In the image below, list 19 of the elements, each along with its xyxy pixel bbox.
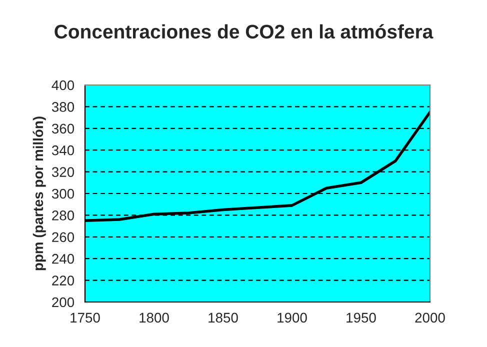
- y-tick-label: 380: [52, 102, 74, 112]
- x-tick-label: 1900: [278, 312, 307, 323]
- y-tick-label: 320: [52, 167, 74, 177]
- y-tick-label: 260: [52, 232, 74, 242]
- chart-title: Concentraciones de CO2 en la atmósfera: [54, 24, 434, 39]
- y-tick-label: 240: [52, 254, 74, 264]
- y-tick-label: 300: [52, 188, 74, 199]
- y-tick-label: 400: [52, 80, 74, 90]
- x-tick-label: 1750: [70, 312, 100, 323]
- x-tick-label: 1850: [208, 312, 238, 323]
- y-tick-label: 340: [52, 145, 74, 156]
- y-tick-label: 360: [52, 124, 74, 134]
- y-axis-title: ppm (partes por millón): [32, 116, 46, 270]
- y-tick-label: 220: [52, 276, 74, 286]
- x-tick-label: 2000: [415, 312, 445, 323]
- y-tick-label: 200: [52, 297, 74, 308]
- x-tick-label: 1950: [346, 312, 376, 323]
- y-tick-label: 280: [52, 210, 74, 220]
- x-tick-label: 1800: [140, 312, 169, 323]
